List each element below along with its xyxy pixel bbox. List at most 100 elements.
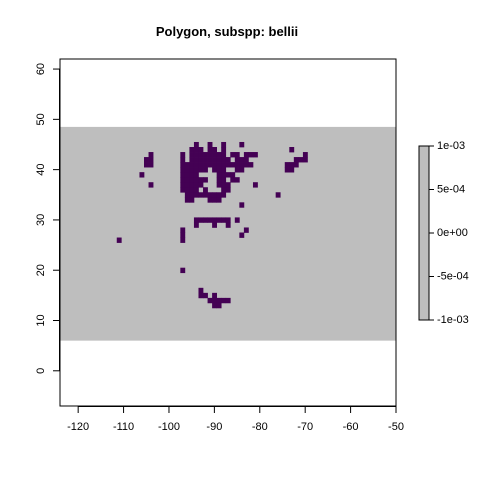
y-axis: 0 10 20 30 40 50 60 (35, 63, 60, 374)
raster-cell (225, 182, 231, 188)
raster-cell (193, 147, 199, 153)
raster-cell (207, 192, 213, 198)
raster-cell (189, 172, 195, 178)
legend-tick-label: 5e-04 (437, 183, 465, 195)
raster-cell (198, 162, 204, 168)
raster-cell (212, 302, 217, 309)
raster-cell (252, 152, 258, 158)
raster-cell (198, 292, 204, 299)
raster-cell (207, 152, 213, 158)
raster-cell (302, 152, 308, 158)
raster-cell (212, 292, 217, 299)
raster-cell (243, 162, 249, 168)
raster-cell (221, 152, 227, 158)
raster-cell (203, 177, 208, 183)
raster-cell (180, 162, 186, 168)
y-tick-label: 10 (35, 314, 47, 326)
raster-cell (184, 167, 190, 173)
raster-cell (221, 182, 227, 188)
legend-tick-label: -1e-03 (437, 314, 469, 326)
raster-cell (193, 167, 199, 173)
raster-cell (239, 141, 245, 148)
y-tick-label: 60 (35, 63, 47, 75)
raster-cell (221, 177, 227, 183)
raster-cell (184, 182, 190, 188)
raster-cell (148, 157, 154, 163)
raster-cell (189, 177, 195, 183)
raster-cell (216, 192, 222, 198)
raster-cell (193, 157, 199, 163)
raster-cell (203, 192, 208, 198)
x-tick-label: -50 (388, 421, 404, 433)
raster-cell (212, 222, 217, 228)
raster-cell (221, 187, 227, 193)
raster-cell (221, 162, 227, 168)
raster-cell (180, 227, 186, 233)
raster-cell (275, 192, 281, 198)
raster-cell (180, 182, 186, 188)
raster-cell (198, 177, 204, 183)
y-tick-label: 20 (35, 264, 47, 276)
raster-cell (225, 162, 231, 168)
raster-cell (189, 182, 195, 188)
raster-cell (293, 162, 299, 168)
raster-cell (221, 217, 227, 223)
raster-cell (234, 152, 240, 158)
raster-cell (180, 267, 186, 274)
raster-cell (203, 157, 208, 163)
raster-cell (207, 197, 213, 203)
raster-cell (180, 152, 186, 158)
raster-cell (212, 157, 217, 163)
y-tick-label: 30 (35, 214, 47, 226)
raster-cell (212, 297, 217, 304)
raster-cell (302, 157, 308, 163)
raster-cell (193, 187, 199, 193)
raster-cell (203, 217, 208, 223)
x-tick-label: -90 (206, 421, 222, 433)
x-tick-label: -120 (67, 421, 89, 433)
legend: 1e-03 5e-04 0e+00 -5e-04 -1e-03 (418, 140, 469, 326)
raster-cell (148, 182, 154, 188)
raster-cell (252, 182, 258, 188)
raster-cell (207, 157, 213, 163)
raster-cell (216, 217, 222, 223)
raster-cell (193, 177, 199, 183)
raster-cell (189, 152, 195, 158)
raster-cell (207, 147, 213, 153)
raster-cell (212, 197, 217, 203)
raster-cell (180, 187, 186, 193)
raster-cell (203, 167, 208, 173)
raster-cell (207, 297, 213, 304)
raster-cell (225, 222, 231, 228)
raster-cell (289, 167, 295, 173)
raster-cell (289, 162, 295, 168)
raster-cell (216, 157, 222, 163)
raster-cell (207, 217, 213, 223)
raster-cell (180, 172, 186, 178)
raster-cell (221, 297, 227, 304)
raster-cell (144, 157, 149, 163)
x-tick-label: -60 (343, 421, 359, 433)
raster-cell (193, 192, 199, 198)
raster-cell (193, 162, 199, 168)
raster-cell (289, 147, 295, 153)
raster-cell (193, 182, 199, 188)
raster-cell (225, 157, 231, 163)
y-tick-label: 40 (35, 164, 47, 176)
raster-cell (203, 152, 208, 158)
raster-cell (216, 297, 222, 304)
raster-cell (216, 167, 222, 173)
raster-cell (239, 167, 245, 173)
raster-cell (230, 177, 236, 183)
raster-cell (144, 162, 149, 168)
raster-cell (221, 157, 227, 163)
raster-cell (216, 152, 222, 158)
raster-cell (212, 192, 217, 198)
raster-cell (243, 157, 249, 163)
raster-cell (221, 147, 227, 153)
x-tick-label: -80 (252, 421, 268, 433)
raster-cell (184, 162, 190, 168)
x-tick-label: -100 (158, 421, 180, 433)
raster-cell (212, 217, 217, 223)
raster-cell (180, 167, 186, 173)
